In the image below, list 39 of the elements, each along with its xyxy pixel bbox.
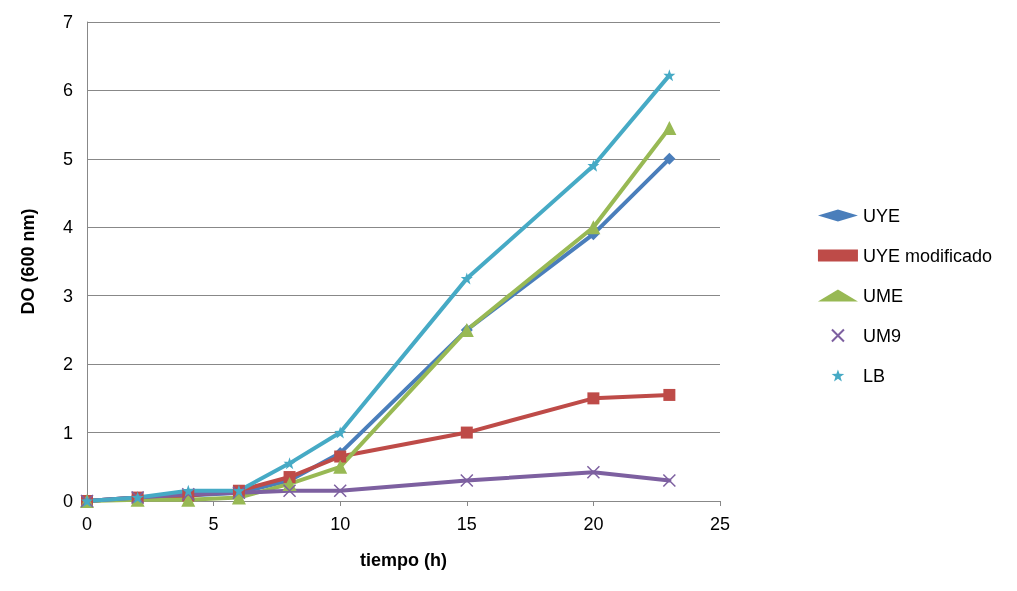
point <box>460 272 473 285</box>
x-tick-label: 10 <box>330 514 351 534</box>
point <box>587 392 600 405</box>
x-tick-label: 25 <box>709 514 731 534</box>
point <box>586 465 601 480</box>
x-tick-label: 0 <box>81 514 93 534</box>
legend-label: UME <box>862 285 903 306</box>
y-tick-label: 0 <box>62 491 73 511</box>
point <box>662 121 677 136</box>
point <box>182 484 195 497</box>
legend-label: UYE modificado <box>862 245 992 266</box>
x-axis-title: tiempo (h) <box>360 550 447 570</box>
point <box>283 457 296 470</box>
x-tick-label: 20 <box>583 514 604 534</box>
point <box>460 426 473 439</box>
point <box>334 426 347 439</box>
y-tick-label: 1 <box>62 422 73 443</box>
y-tick-label: 3 <box>62 285 73 306</box>
y-tick-label: 6 <box>62 80 73 101</box>
y-axis-title: DO (600 nm) <box>18 208 38 315</box>
x-tick-label: 5 <box>208 514 219 534</box>
y-tick-label: 7 <box>62 12 73 32</box>
x-tick-label: 15 <box>456 514 477 534</box>
point <box>663 69 676 82</box>
point <box>663 152 676 165</box>
y-tick-label: 2 <box>62 354 73 375</box>
point <box>662 473 677 488</box>
legend-label: UM9 <box>862 325 901 346</box>
y-tick-label: 5 <box>62 148 73 169</box>
point <box>333 459 348 474</box>
point <box>587 159 600 172</box>
point <box>333 483 347 498</box>
point <box>460 473 474 488</box>
legend-label: UYE <box>862 205 900 226</box>
legend-label: LB <box>862 365 885 386</box>
y-tick-label: 4 <box>62 217 73 238</box>
point <box>282 483 297 498</box>
point <box>663 388 676 401</box>
point <box>586 220 601 235</box>
